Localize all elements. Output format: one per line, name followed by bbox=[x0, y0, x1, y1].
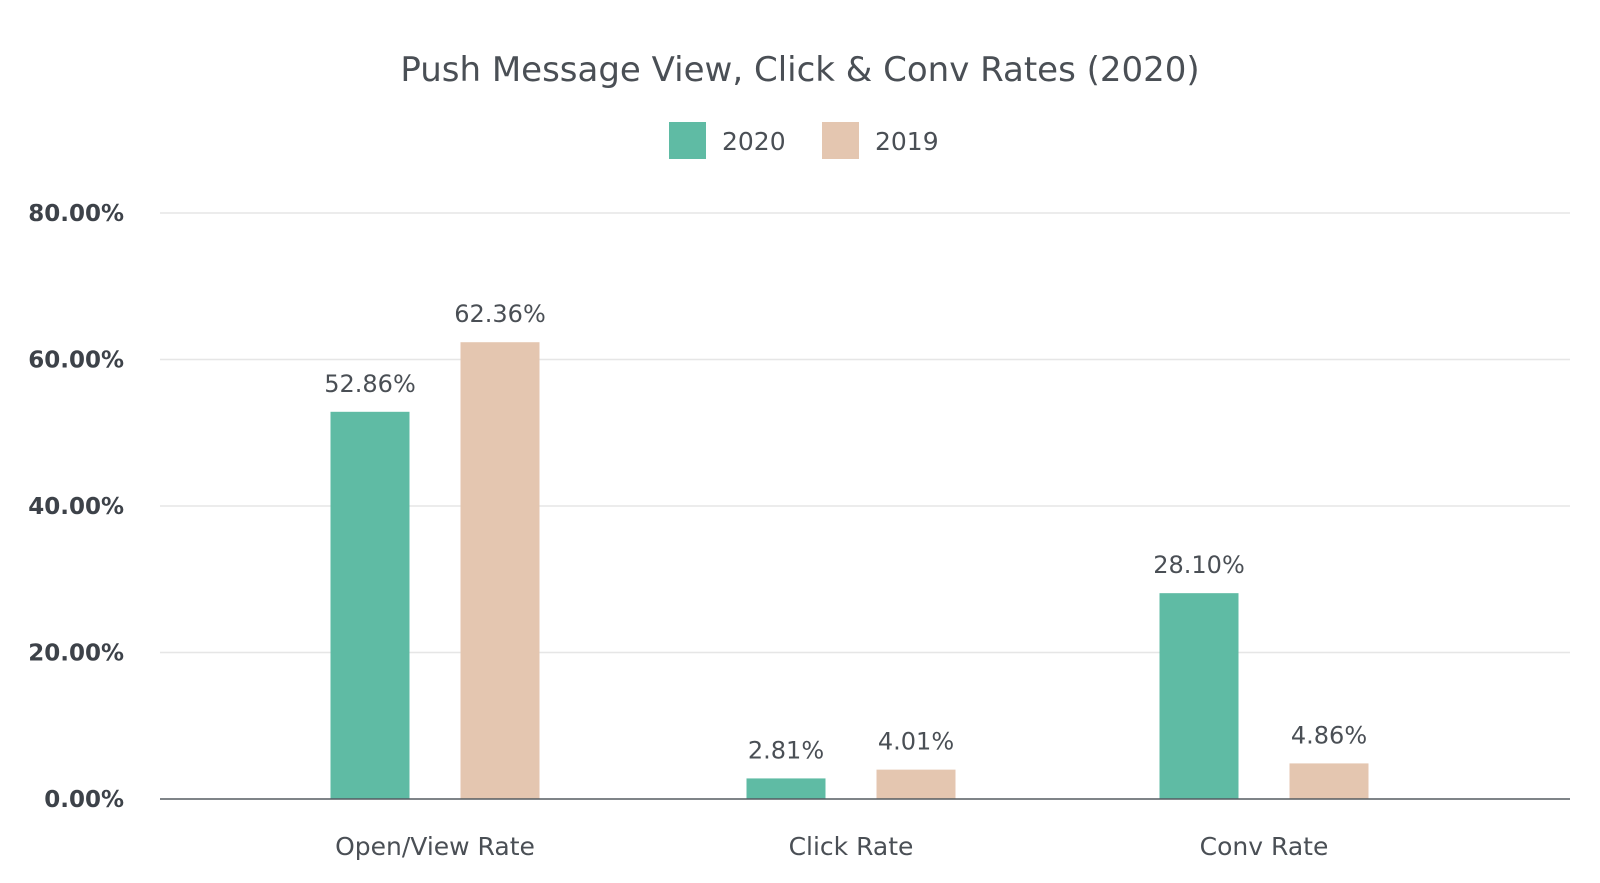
y-tick-label: 60.00% bbox=[28, 348, 124, 374]
y-tick-label: 0.00% bbox=[44, 787, 124, 813]
x-category-label: Open/View Rate bbox=[335, 832, 535, 861]
legend-label: 2019 bbox=[875, 127, 939, 156]
data-label: 2.81% bbox=[748, 736, 824, 764]
data-label: 62.36% bbox=[454, 300, 546, 328]
bar-2020-2 bbox=[1159, 593, 1239, 799]
y-tick-label: 80.00% bbox=[28, 201, 124, 227]
data-label: 4.86% bbox=[1291, 721, 1367, 749]
data-label: 52.86% bbox=[324, 370, 416, 398]
bar-2020-0 bbox=[330, 411, 410, 799]
bar-2019-0 bbox=[460, 342, 540, 799]
bars bbox=[330, 342, 1369, 799]
data-labels: 52.86% 62.36% 2.81% 4.01% 28.10% 4.86% bbox=[324, 300, 1367, 764]
y-axis-ticks: 0.00% 20.00% 40.00% 60.00% 80.00% bbox=[28, 201, 124, 813]
x-category-label: Click Rate bbox=[789, 832, 914, 861]
legend: 2020 2019 bbox=[669, 122, 939, 159]
bar-2019-1 bbox=[876, 769, 956, 799]
bar-2019-2 bbox=[1289, 763, 1369, 799]
legend-swatch-2020 bbox=[669, 122, 706, 159]
bar-2020-1 bbox=[746, 778, 826, 799]
chart-title: Push Message View, Click & Conv Rates (2… bbox=[400, 50, 1199, 90]
data-label: 4.01% bbox=[878, 728, 954, 756]
legend-label: 2020 bbox=[722, 127, 786, 156]
legend-swatch-2019 bbox=[822, 122, 859, 159]
x-axis-categories: Open/View Rate Click Rate Conv Rate bbox=[335, 832, 1328, 861]
y-tick-label: 20.00% bbox=[28, 641, 124, 667]
y-tick-label: 40.00% bbox=[28, 494, 124, 520]
x-category-label: Conv Rate bbox=[1200, 832, 1329, 861]
data-label: 28.10% bbox=[1153, 551, 1245, 579]
